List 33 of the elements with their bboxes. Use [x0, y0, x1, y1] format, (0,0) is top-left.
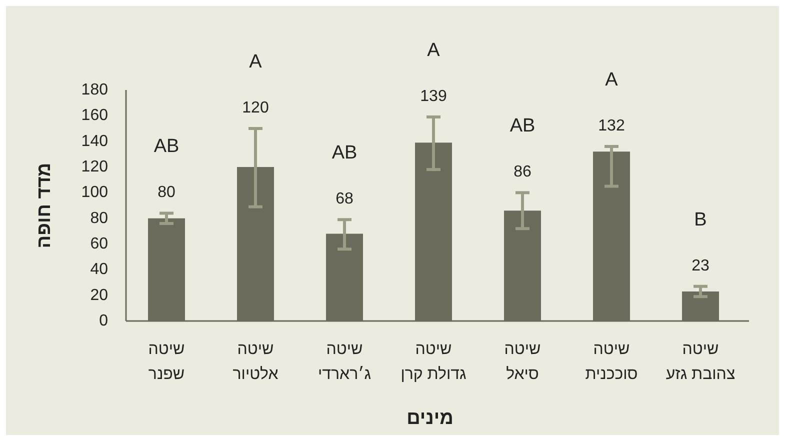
y-tick-label: 60 — [90, 236, 108, 252]
annotation: AB — [510, 116, 536, 137]
text: A — [249, 52, 262, 72]
y-axis-title: מדד חופה — [34, 162, 55, 248]
data-label: 80 — [158, 184, 176, 202]
data-label: 68 — [336, 190, 354, 208]
x-tick-label: שיטה שפנר — [148, 341, 185, 383]
text: A — [427, 40, 440, 61]
annotation: A — [605, 69, 618, 90]
y-tick-label: 0 — [99, 312, 108, 330]
data-label: 86 — [514, 164, 532, 181]
x-tick-label: שיטה אלטיור — [232, 341, 278, 383]
annotation: AB — [154, 136, 180, 158]
y-tick-label: 100 — [81, 184, 108, 202]
data-label: 139 — [420, 88, 447, 105]
y-tick-label: 80 — [90, 210, 108, 227]
x-tick-label: שיטה סוככנית — [585, 341, 638, 383]
x-tick-label: שיטה ג׳רארדי — [318, 341, 372, 383]
x-tick-label: שיטה צהובת גזע — [666, 341, 736, 383]
data-label: 120 — [242, 100, 269, 116]
y-tick-label: 160 — [81, 107, 108, 124]
annotation: AB — [332, 142, 358, 164]
y-tick-label: 40 — [90, 261, 108, 278]
y-tick-label: 140 — [81, 132, 108, 150]
x-axis-title: מינים — [406, 408, 454, 429]
data-label: 132 — [598, 117, 625, 134]
data-label: 23 — [692, 257, 710, 274]
y-tick-label: 120 — [81, 158, 108, 176]
y-tick-label: 180 — [81, 82, 108, 98]
x-tick-label: שיטה סיאל — [504, 341, 541, 383]
y-tick-label: 20 — [90, 286, 108, 304]
x-tick-label: שיטה גדולת קרן — [400, 341, 467, 383]
annotation: B — [694, 209, 707, 230]
